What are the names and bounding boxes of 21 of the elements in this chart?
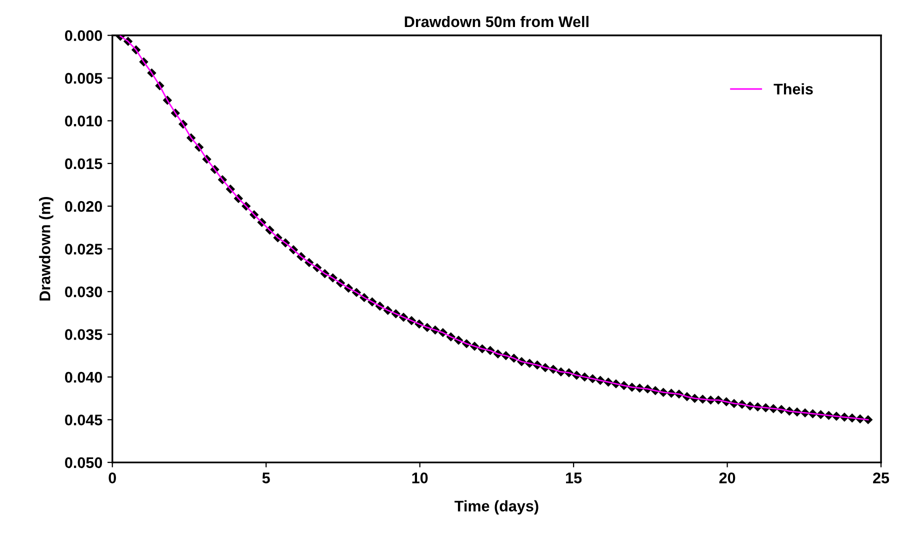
y-tick-label: 0.005 — [65, 72, 102, 84]
y-tick-label: 0.050 — [65, 457, 102, 468]
y-tick-label: 0.045 — [65, 414, 102, 426]
x-tick-label: 25 — [873, 472, 890, 484]
x-tick-label: 10 — [412, 472, 428, 484]
y-tick-label: 0.030 — [65, 286, 102, 298]
y-axis-title: Drawdown (m) — [39, 197, 54, 300]
x-tick-label: 0 — [108, 472, 116, 484]
y-tick-label: 0.000 — [65, 30, 102, 42]
chart-title: Drawdown 50m from Well — [404, 16, 588, 28]
y-tick-label: 0.040 — [65, 372, 102, 383]
x-tick-label: 5 — [262, 472, 270, 484]
y-tick-label: 0.010 — [65, 116, 102, 126]
x-axis-title: Time (days) — [454, 500, 538, 514]
y-tick-label: 0.015 — [65, 158, 102, 170]
y-tick-label: 0.025 — [65, 244, 102, 255]
legend-label: Theis — [774, 83, 813, 94]
y-tick-label: 0.020 — [65, 201, 102, 212]
y-tick-label: 0.035 — [65, 329, 102, 340]
x-tick-label: 20 — [719, 472, 736, 484]
x-tick-label: 15 — [566, 472, 582, 484]
